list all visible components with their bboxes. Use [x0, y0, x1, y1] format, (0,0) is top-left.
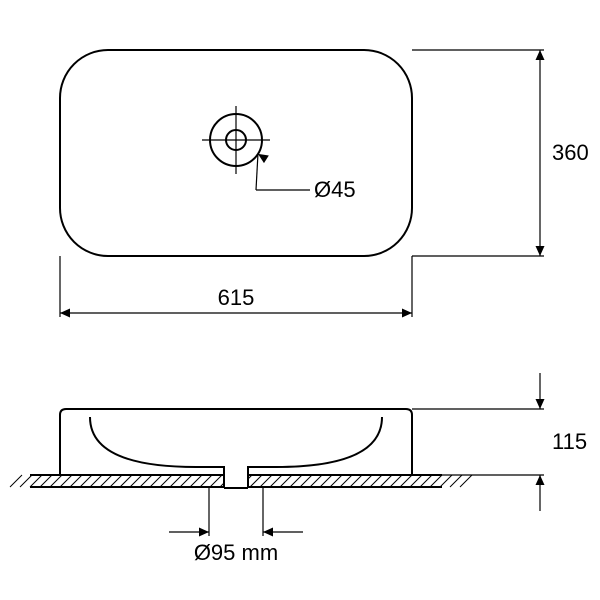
svg-text:360: 360 — [552, 140, 589, 165]
svg-text:615: 615 — [218, 285, 255, 310]
svg-text:115: 115 — [552, 429, 587, 454]
svg-text:Ø95 mm: Ø95 mm — [194, 540, 278, 565]
svg-text:Ø45: Ø45 — [314, 177, 356, 202]
